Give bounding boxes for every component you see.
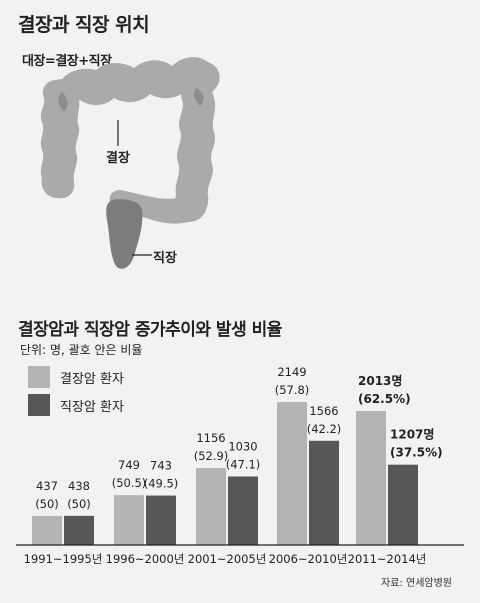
value-label-rectum-1: 743 — [150, 459, 172, 473]
value-label-colon-1: 749 — [118, 458, 140, 472]
category-label-2: 2001~2005년 — [188, 552, 267, 566]
value-label-colon-4: 2013명 — [358, 374, 402, 388]
legend-item-rectum: 직장암 환자 — [28, 394, 124, 416]
large-intestine-definition: 대장=결장+직장 — [22, 54, 112, 69]
legend-label-rectum: 직장암 환자 — [60, 399, 124, 415]
percent-label-rectum-2: (47.1) — [226, 457, 261, 471]
colon-label: 결장 — [106, 151, 130, 166]
chart-title: 결장암과 직장암 증가추이와 발생 비율 — [18, 320, 282, 340]
colon-rectum-illustration — [40, 57, 220, 269]
category-label-3: 2006~2010년 — [269, 552, 348, 566]
bar-colon-4 — [356, 411, 386, 545]
incidence-bar-chart: 437 (50) 438 (50) 1991~1995년 749 (50.5)743 (49.… — [16, 365, 464, 566]
percent-label-rectum-1: (49.5) — [144, 477, 179, 491]
value-label-colon-3: 2149 — [277, 365, 306, 379]
percent-label-rectum-0: (50) — [67, 497, 91, 511]
value-label-rectum-0: 438 — [68, 479, 90, 493]
value-label-colon-0: 437 — [36, 479, 58, 493]
bar-colon-1 — [114, 495, 144, 545]
percent-label-rectum-3: (42.2) — [307, 422, 342, 436]
bar-rectum-3 — [309, 440, 339, 545]
bar-colon-2 — [196, 468, 226, 545]
rectum-shape — [106, 199, 143, 269]
value-label-rectum-3: 1566 — [309, 404, 338, 418]
legend-label-colon: 결장암 환자 — [60, 371, 124, 387]
category-label-0: 1991~1995년 — [24, 552, 103, 566]
legend-item-colon: 결장암 환자 — [28, 366, 124, 388]
chart-unit-note: 단위: 명, 괄호 안은 비율 — [20, 343, 143, 357]
percent-label-colon-4: (62.5%) — [358, 392, 411, 406]
percent-label-rectum-4: (37.5%) — [390, 446, 443, 460]
bar-rectum-4 — [388, 464, 418, 545]
bar-colon-0 — [32, 515, 62, 545]
bar-rectum-2 — [228, 476, 258, 545]
percent-label-colon-2: (52.9) — [194, 449, 229, 463]
category-label-1: 1996~2000년 — [106, 552, 185, 566]
value-label-rectum-4: 1207명 — [390, 428, 434, 442]
percent-label-colon-3: (57.8) — [275, 383, 310, 397]
bar-colon-3 — [277, 402, 307, 545]
rectum-label: 직장 — [153, 251, 177, 266]
value-label-rectum-2: 1030 — [228, 439, 257, 453]
percent-label-colon-1: (50.5) — [112, 476, 147, 490]
legend-swatch-colon — [28, 366, 50, 388]
bar-rectum-1 — [146, 495, 176, 545]
data-source: 자료: 연세암병원 — [381, 578, 452, 589]
section-title-location: 결장과 직장 위치 — [18, 14, 150, 36]
bar-rectum-0 — [64, 515, 94, 545]
legend-swatch-rectum — [28, 394, 50, 416]
category-label-4: 2011~2014년 — [348, 552, 427, 566]
value-label-colon-2: 1156 — [196, 431, 225, 445]
percent-label-colon-0: (50) — [35, 497, 59, 511]
